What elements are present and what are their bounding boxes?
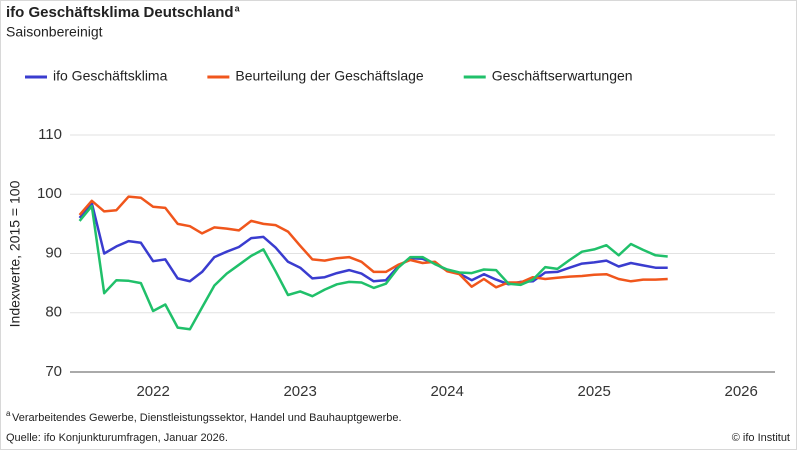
y-axis-label: Indexwerte, 2015 = 100	[7, 180, 23, 327]
x-tick-label: 2024	[430, 383, 463, 400]
series-line	[78, 195, 668, 289]
series-line	[78, 201, 668, 286]
footnote-marker: a	[6, 409, 11, 418]
subtitle: Saisonbereinigt	[6, 24, 103, 40]
y-tick-label: 90	[45, 244, 62, 261]
y-tick-label: 70	[45, 363, 62, 380]
copyright: © ifo Institut	[732, 432, 790, 444]
x-tick-label: 2026	[725, 383, 758, 400]
legend-label: Beurteilung der Geschäftslage	[235, 68, 424, 84]
chart-title: ifo Geschäftsklima Deutschland	[6, 4, 234, 21]
y-tick-label: 110	[38, 126, 62, 143]
footnote: Verarbeitendes Gewerbe, Dienstleistungss…	[12, 412, 402, 424]
x-tick-label: 2023	[283, 383, 316, 400]
source: Quelle: ifo Konjunkturumfragen, Januar 2…	[6, 432, 228, 444]
title-marker: a	[235, 3, 241, 13]
y-tick-label: 80	[45, 304, 62, 321]
y-tick-label: 100	[37, 185, 62, 202]
x-tick-label: 2025	[577, 383, 610, 400]
legend-label: Geschäftserwartungen	[492, 68, 633, 84]
x-tick-label: 2022	[136, 383, 169, 400]
series-line	[78, 204, 668, 331]
legend-label: ifo Geschäftsklima	[53, 68, 168, 84]
